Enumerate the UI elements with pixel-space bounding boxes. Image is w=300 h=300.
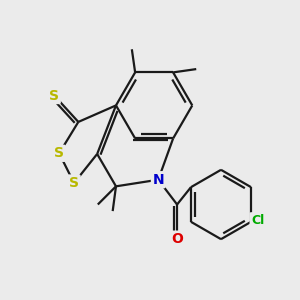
Text: S: S (69, 176, 79, 190)
Text: N: N (152, 173, 164, 187)
Text: Cl: Cl (251, 214, 264, 227)
Text: S: S (49, 88, 59, 103)
Text: S: S (54, 146, 64, 160)
Text: O: O (171, 232, 183, 246)
